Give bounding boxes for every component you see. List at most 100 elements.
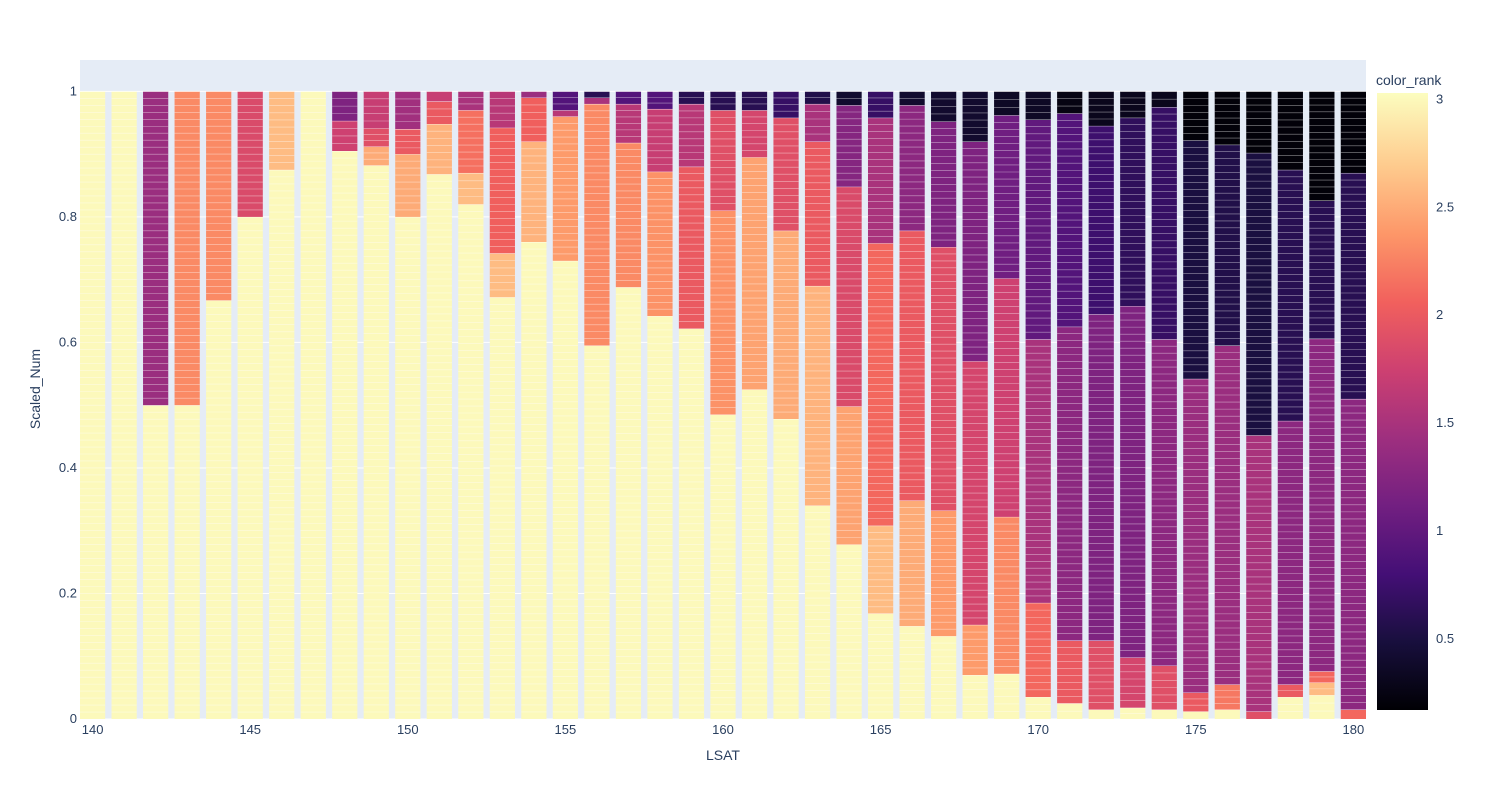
bar-157	[615, 90, 642, 719]
bar-segment	[647, 108, 673, 172]
bar-segment	[836, 186, 862, 407]
y-tick-label: 0.4	[59, 460, 77, 475]
bars	[80, 90, 1366, 720]
bar-segment	[804, 103, 831, 142]
bar-175	[1183, 90, 1209, 719]
bar-172	[1088, 90, 1114, 719]
bar-144	[206, 90, 232, 719]
bar-segment	[836, 544, 862, 719]
bar-164	[836, 90, 862, 719]
bar-159	[678, 90, 705, 719]
bar-170	[1025, 90, 1051, 719]
bar-segment	[584, 345, 610, 719]
bar-segment	[962, 91, 988, 142]
colorbar: color_rank 0.5 1 1.5 2 2.5 3	[1376, 72, 1454, 710]
bar-151	[426, 90, 452, 719]
bar-145	[237, 90, 263, 719]
bar-segment	[962, 141, 988, 362]
bar-segment	[1151, 339, 1177, 666]
bar-segment	[1151, 107, 1177, 340]
bar-173	[1120, 90, 1146, 719]
x-tick-label: 160	[712, 722, 734, 737]
bar-segment	[1183, 692, 1209, 712]
bar-168	[962, 90, 988, 719]
y-tick-labels: 0 0.2 0.4 0.6 0.8 1	[59, 83, 77, 726]
bar-140	[80, 90, 106, 719]
bar-segment	[899, 230, 925, 501]
bar-segment	[899, 626, 925, 719]
bar-segment	[1277, 91, 1303, 170]
bar-179	[1309, 90, 1335, 719]
bar-158	[647, 90, 673, 719]
bar-segment	[1151, 709, 1177, 719]
bar-segment	[962, 624, 988, 676]
y-tick-label: 1	[70, 83, 77, 98]
bar-141	[111, 90, 137, 719]
bar-segment	[489, 91, 515, 128]
bar-segment	[804, 141, 831, 286]
bar-153	[489, 90, 515, 719]
bar-segment	[363, 146, 389, 166]
bar-segment	[521, 91, 547, 98]
bar-segment	[395, 154, 421, 217]
bar-segment	[1277, 697, 1303, 719]
bar-segment	[1340, 709, 1366, 719]
bar-segment	[678, 166, 705, 329]
bar-161	[741, 90, 768, 719]
bar-segment	[867, 525, 894, 614]
y-axis-title: Scaled_Num	[27, 349, 43, 429]
bar-166	[899, 90, 925, 719]
bar-146	[269, 90, 295, 720]
bar-segment	[426, 91, 452, 102]
bar-segment	[1088, 709, 1114, 719]
bar-segment	[1214, 709, 1240, 719]
bar-segment	[710, 91, 736, 111]
bar-segment	[1309, 695, 1335, 719]
bar-149	[363, 90, 389, 719]
bar-155	[552, 90, 579, 719]
bar-segment	[395, 91, 421, 130]
bar-segment	[143, 405, 169, 719]
colorbar-tick-label: 2	[1436, 307, 1443, 322]
bar-segment	[552, 116, 579, 261]
bar-154	[521, 90, 547, 719]
colorbar-gradient	[1377, 93, 1428, 710]
bar-segment	[552, 110, 579, 117]
colorbar-tick-label: 1.5	[1436, 415, 1454, 430]
bar-segment	[804, 285, 831, 506]
x-axis-title: LSAT	[706, 747, 740, 763]
bar-segment	[1057, 91, 1083, 114]
bar-segment	[1088, 91, 1114, 126]
bar-segment	[143, 91, 169, 406]
bar-segment	[363, 165, 389, 719]
x-tick-label: 150	[397, 722, 419, 737]
x-tick-label: 180	[1343, 722, 1365, 737]
bar-152	[458, 90, 484, 719]
bar-segment	[426, 124, 452, 175]
bar-169	[994, 90, 1020, 719]
bar-segment	[269, 91, 295, 170]
colorbar-tick-labels: 0.5 1 1.5 2 2.5 3	[1436, 91, 1454, 645]
x-tick-label: 145	[239, 722, 261, 737]
bar-180	[1340, 90, 1366, 719]
bar-segment	[552, 260, 579, 719]
bar-segment	[1088, 125, 1114, 315]
bar-segment	[994, 91, 1020, 116]
bar-segment	[174, 91, 200, 406]
colorbar-tick-label: 2.5	[1436, 199, 1454, 214]
bar-segment	[994, 115, 1020, 279]
bar-segment	[363, 91, 389, 129]
bar-segment	[615, 142, 642, 288]
y-tick-label: 0.8	[59, 209, 77, 224]
x-tick-label: 170	[1027, 722, 1049, 737]
bar-160	[710, 90, 736, 719]
bar-segment	[741, 91, 768, 111]
x-tick-label: 140	[82, 722, 104, 737]
bar-segment	[1183, 378, 1209, 693]
bar-segment	[647, 91, 673, 109]
bar-segment	[584, 91, 610, 98]
bar-segment	[584, 103, 610, 346]
bar-segment	[1057, 640, 1083, 704]
bar-segment	[552, 91, 579, 111]
